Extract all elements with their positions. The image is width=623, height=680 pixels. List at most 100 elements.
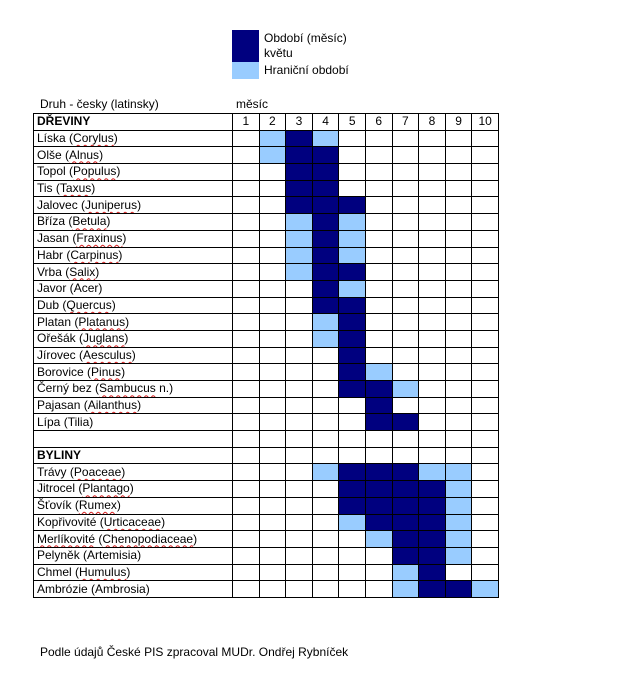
month-cell <box>232 129 260 148</box>
species-czech-name: Olše <box>37 147 62 162</box>
species-latin-name: Carpinus <box>70 247 119 262</box>
month-cell <box>364 229 393 248</box>
month-cell <box>471 496 499 515</box>
species-czech-name: Lípa <box>37 414 61 429</box>
month-cell <box>391 263 420 281</box>
month-cell <box>364 380 393 398</box>
month-cell <box>418 480 446 498</box>
month-cell <box>444 346 473 365</box>
month-cell <box>418 546 446 565</box>
month-cell <box>232 480 260 498</box>
spacer-cell <box>471 430 499 448</box>
species-czech-name: Habr <box>37 247 64 262</box>
month-cell <box>364 480 393 498</box>
month-cell <box>471 480 499 498</box>
month-cell <box>364 580 393 598</box>
species-czech-name: Ořešák <box>37 331 76 346</box>
month-cell <box>258 580 287 598</box>
species-czech-name: Jasan <box>37 231 70 246</box>
month-cell <box>471 346 499 365</box>
month-header-cell: 3 <box>285 113 313 131</box>
month-cell <box>391 146 420 165</box>
month-cell <box>285 279 313 298</box>
species-latin-name: Plantago <box>82 481 130 496</box>
species-name: Kopřivovité (Urticaceae) <box>33 513 233 532</box>
month-cell <box>364 496 393 515</box>
month-cell <box>391 229 420 248</box>
table-row: Borovice (Pinus) <box>33 363 499 381</box>
month-cell <box>444 196 473 215</box>
month-cell <box>232 263 260 281</box>
month-cell <box>444 546 473 565</box>
month-cell <box>471 546 499 565</box>
species-name: Jírovec (Aesculus) <box>33 346 233 365</box>
month-cell <box>391 313 420 331</box>
month-cell <box>418 229 446 248</box>
month-cell <box>471 296 499 315</box>
month-cell <box>311 363 340 381</box>
month-cell <box>285 396 313 415</box>
species-czech-name: Bříza <box>37 214 66 229</box>
month-cell <box>311 380 340 398</box>
month-cell <box>311 296 340 315</box>
month-cell <box>285 196 313 215</box>
month-header-cell: 4 <box>311 113 340 131</box>
month-cell <box>258 363 287 381</box>
month-cell <box>444 263 473 281</box>
table-row: Vrba (Salix) <box>33 263 499 281</box>
spacer-cell <box>311 430 340 448</box>
month-cell <box>311 546 340 565</box>
month-cell <box>232 346 260 365</box>
month-cell <box>444 363 473 381</box>
table-row: Jalovec (Juniperus) <box>33 196 499 215</box>
month-cell <box>285 363 313 381</box>
species-name: Platan (Platanus) <box>33 313 233 331</box>
month-cell <box>232 580 260 598</box>
month-cell <box>338 496 366 515</box>
month-cell <box>285 229 313 248</box>
month-cell <box>444 129 473 148</box>
month-cell <box>258 196 287 215</box>
species-latin-name: Chenopodiaceae <box>102 531 194 546</box>
legend-label: Hraniční období <box>264 63 349 78</box>
month-header-cell <box>471 446 499 465</box>
month-cell <box>418 580 446 598</box>
month-cell <box>444 380 473 398</box>
month-cell <box>391 246 420 265</box>
month-cell <box>391 279 420 298</box>
month-cell <box>232 396 260 415</box>
month-cell <box>471 279 499 298</box>
month-cell <box>258 480 287 498</box>
month-cell <box>418 279 446 298</box>
species-name: Vrba (Salix) <box>33 263 233 281</box>
species-latin-name: Corylus <box>73 131 114 146</box>
month-cell <box>258 463 287 482</box>
species-latin-name: Poaceae <box>73 464 122 479</box>
month-cell <box>285 480 313 498</box>
month-cell <box>364 546 393 565</box>
month-cell <box>338 413 366 432</box>
month-cell <box>338 313 366 331</box>
species-name: Ořešák (Juglans) <box>33 329 233 348</box>
month-cell <box>285 496 313 515</box>
species-latin-name: Quercus <box>66 297 112 312</box>
month-cell <box>258 246 287 265</box>
month-cell <box>391 480 420 498</box>
month-cell <box>258 163 287 181</box>
month-cell <box>471 530 499 548</box>
month-cell <box>311 179 340 198</box>
month-cell <box>258 263 287 281</box>
species-czech-name: Topol <box>37 164 66 179</box>
table-row: Líska (Corylus) <box>33 129 499 148</box>
species-name: Dub (Quercus) <box>33 296 233 315</box>
species-latin-name: Taxus <box>59 181 92 196</box>
month-cell <box>232 563 260 582</box>
species-latin-name: Salix <box>69 264 96 279</box>
footer-credit: Podle údajů České PIS zpracoval MUDr. On… <box>40 645 349 659</box>
legend-label-line: Hraniční období <box>264 63 349 77</box>
month-cell <box>285 463 313 482</box>
species-czech-name: Pajasan <box>37 398 81 413</box>
month-cell <box>391 163 420 181</box>
month-cell <box>471 129 499 148</box>
month-header-cell <box>258 446 287 465</box>
